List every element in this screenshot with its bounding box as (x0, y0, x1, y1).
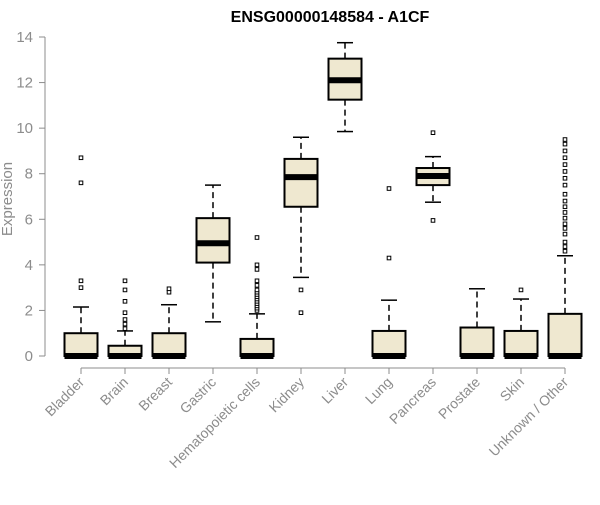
outlier-point (122, 310, 128, 316)
y-tick-label: 4 (25, 257, 33, 274)
y-axis-label: Expression (0, 162, 16, 236)
outlier-point (166, 286, 172, 292)
y-tick-label: 14 (16, 29, 33, 46)
x-tick-label: Prostate (435, 374, 483, 422)
outlier-point (254, 278, 260, 284)
outlier-point (122, 317, 128, 322)
outlier-point (122, 299, 128, 304)
outlier-point (562, 248, 568, 254)
y-tick-label: 6 (25, 211, 33, 228)
box-group (371, 186, 407, 359)
outlier-point (562, 175, 568, 181)
outlier-point (254, 262, 260, 268)
outlier-point (122, 278, 128, 284)
outlier-point (122, 326, 128, 331)
outlier-point (562, 221, 568, 227)
box-body (63, 332, 99, 358)
outlier-point (254, 283, 260, 288)
x-tick-label: Bladder (42, 374, 88, 420)
outlier-point (386, 186, 392, 191)
boxes-layer (63, 41, 583, 359)
x-tick-label: Liver (318, 374, 351, 407)
outlier-point (562, 162, 568, 167)
box-group (547, 137, 583, 359)
y-axis: 0 2 4 6 8 10 12 14 (16, 29, 46, 365)
box-group (195, 184, 231, 323)
outlier-point (122, 287, 128, 293)
box-group (459, 288, 495, 359)
box-body (459, 326, 495, 357)
box-group (239, 235, 275, 359)
y-tick-label: 2 (25, 302, 33, 319)
outlier-point (562, 148, 568, 154)
outlier-point (254, 235, 260, 240)
x-tick-label: Lung (362, 374, 395, 407)
box-group (415, 130, 451, 223)
outlier-point (386, 255, 392, 261)
box-body (151, 332, 187, 358)
box-group (151, 286, 187, 359)
box-group (283, 136, 319, 316)
box-body (283, 157, 319, 208)
outlier-point (562, 182, 568, 188)
x-tick-label: Kidney (266, 374, 308, 416)
outlier-point (562, 231, 568, 237)
outlier-point (78, 180, 84, 186)
x-tick-label: Pancreas (386, 374, 439, 427)
x-tick-label: Breast (135, 374, 175, 414)
box-group (107, 278, 143, 359)
outlier-point (562, 239, 568, 245)
outlier-point (518, 287, 524, 293)
outlier-point (562, 210, 568, 215)
outlier-point (562, 198, 568, 204)
box-group (63, 155, 99, 359)
outlier-point (78, 155, 84, 161)
outlier-point (562, 191, 568, 197)
outlier-point (562, 137, 568, 142)
outlier-point (254, 287, 260, 293)
x-tick-label: Skin (497, 374, 528, 405)
outlier-point (430, 218, 436, 223)
outlier-point (562, 215, 568, 221)
box-group (327, 41, 363, 133)
outlier-point (562, 204, 568, 210)
box-body (371, 329, 407, 357)
outlier-point (78, 285, 84, 290)
y-tick-label: 10 (16, 120, 33, 137)
outlier-point (78, 278, 84, 284)
box-group (503, 287, 539, 359)
outlier-point (254, 267, 260, 272)
chart-title: ENSG00000148584 - A1CF (231, 9, 430, 26)
y-tick-label: 12 (16, 75, 33, 92)
outlier-point (122, 321, 128, 327)
outlier-point (430, 130, 436, 135)
outlier-point (562, 141, 568, 147)
outlier-point (562, 244, 568, 249)
y-tick-label: 8 (25, 166, 33, 183)
x-tick-label: Brain (97, 374, 131, 408)
outlier-point (298, 287, 304, 293)
box-body (503, 329, 539, 357)
box-body (547, 312, 583, 358)
x-tick-label: Unknown / Other (486, 374, 572, 460)
outlier-point (562, 155, 568, 161)
outlier-point (298, 310, 304, 316)
x-tick-label: Gastric (176, 374, 219, 417)
outlier-point (562, 169, 568, 174)
outlier-point (562, 226, 568, 231)
y-tick-label: 0 (25, 348, 33, 365)
